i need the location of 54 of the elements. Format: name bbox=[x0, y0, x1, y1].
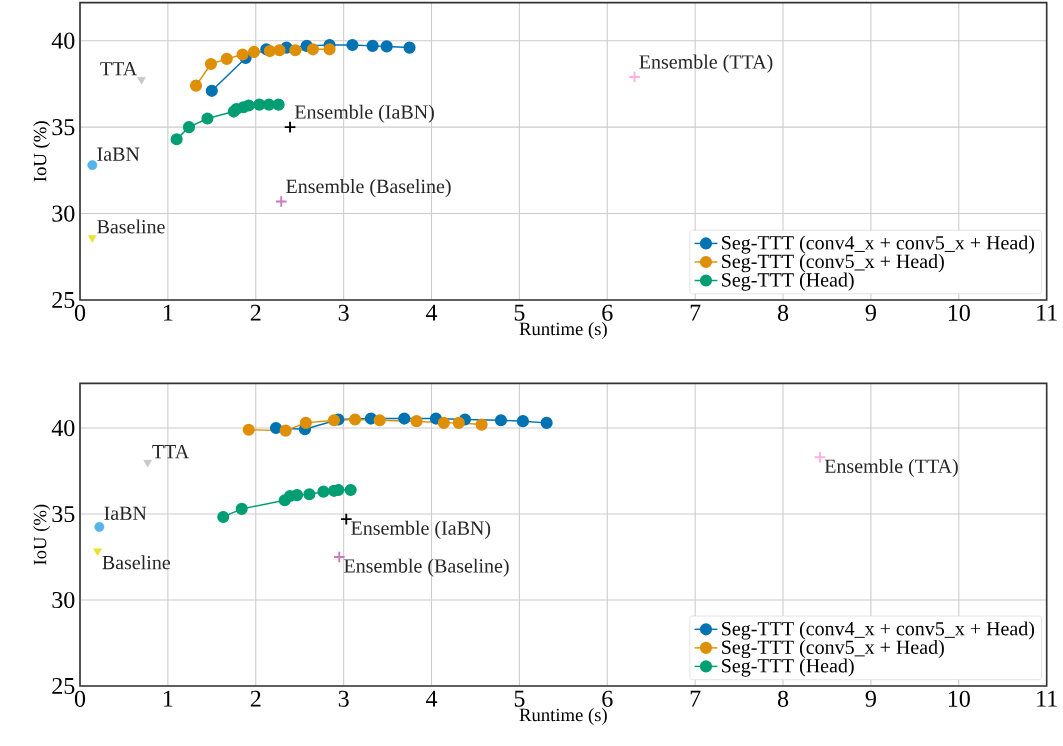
x-tick-label: 7 bbox=[690, 690, 701, 707]
series-label: TTA bbox=[152, 444, 190, 459]
legend-label: Seg-TTT (Head) bbox=[722, 272, 854, 291]
x-tick-label: 4 bbox=[425, 304, 438, 321]
x-axis-title: Runtime (s) bbox=[519, 708, 607, 725]
series-label: TTA bbox=[100, 62, 138, 76]
y-tick-label: 30 bbox=[52, 591, 75, 609]
series-label: Baseline bbox=[97, 219, 165, 234]
x-tick-label: 1 bbox=[163, 690, 173, 707]
y-axis-title: IoU (%) bbox=[33, 504, 51, 565]
x-tick-label: 2 bbox=[250, 690, 261, 707]
x-tick-label: 8 bbox=[777, 304, 789, 321]
legend-label: Seg-TTT (Head) bbox=[722, 658, 854, 677]
series-label: Ensemble (TTA) bbox=[639, 54, 773, 73]
series-label: Ensemble (IaBN) bbox=[294, 104, 434, 123]
x-tick-label: 11 bbox=[1037, 304, 1057, 321]
series-label: Ensemble (TTA) bbox=[824, 458, 958, 478]
series-label: IaBN bbox=[104, 506, 147, 520]
legend-label: Seg-TTT (conv5_x + Head) bbox=[722, 254, 944, 273]
series-label: Ensemble (Baseline) bbox=[286, 179, 451, 198]
y-tick-label: 40 bbox=[51, 32, 75, 49]
x-tick-label: 1 bbox=[163, 304, 173, 321]
x-tick-label: 6 bbox=[602, 304, 613, 321]
x-tick-label: 9 bbox=[865, 304, 876, 321]
y-tick-label: 35 bbox=[52, 119, 75, 136]
x-tick-label: 11 bbox=[1037, 690, 1057, 707]
series-label: Baseline bbox=[102, 555, 171, 570]
x-tick-label: 6 bbox=[602, 690, 613, 707]
x-tick-label: 9 bbox=[865, 690, 876, 707]
x-tick-label: 5 bbox=[514, 690, 525, 707]
series-label: Ensemble (Baseline) bbox=[344, 558, 509, 577]
x-tick-label: 4 bbox=[425, 690, 438, 707]
y-tick-label: 35 bbox=[52, 505, 75, 523]
x-tick-label: 7 bbox=[690, 304, 701, 321]
legend-label: Seg-TTT (conv4_x + conv5_x + Head) bbox=[722, 621, 1035, 640]
x-tick-label: 3 bbox=[338, 304, 349, 321]
x-axis-title: Runtime (s) bbox=[519, 322, 607, 339]
x-tick-label: 10 bbox=[948, 690, 970, 707]
x-tick-label: 10 bbox=[948, 304, 970, 321]
x-tick-label: 2 bbox=[250, 304, 261, 321]
y-tick-label: 25 bbox=[52, 291, 75, 309]
legend-label: Seg-TTT (conv4_x + conv5_x + Head) bbox=[722, 235, 1035, 254]
x-tick-label: 5 bbox=[514, 304, 525, 321]
x-tick-label: 0 bbox=[74, 690, 86, 707]
y-tick-label: 40 bbox=[51, 419, 75, 437]
y-tick-label: 25 bbox=[52, 677, 75, 695]
x-tick-label: 3 bbox=[338, 690, 349, 707]
series-label: Ensemble (IaBN) bbox=[351, 520, 491, 539]
x-tick-label: 8 bbox=[777, 690, 789, 707]
series-label: IaBN bbox=[97, 147, 140, 161]
legend-label: Seg-TTT (conv5_x + Head) bbox=[722, 639, 944, 659]
y-tick-label: 30 bbox=[52, 205, 75, 222]
y-axis-title: IoU (%) bbox=[33, 121, 51, 182]
x-tick-label: 0 bbox=[74, 304, 86, 321]
